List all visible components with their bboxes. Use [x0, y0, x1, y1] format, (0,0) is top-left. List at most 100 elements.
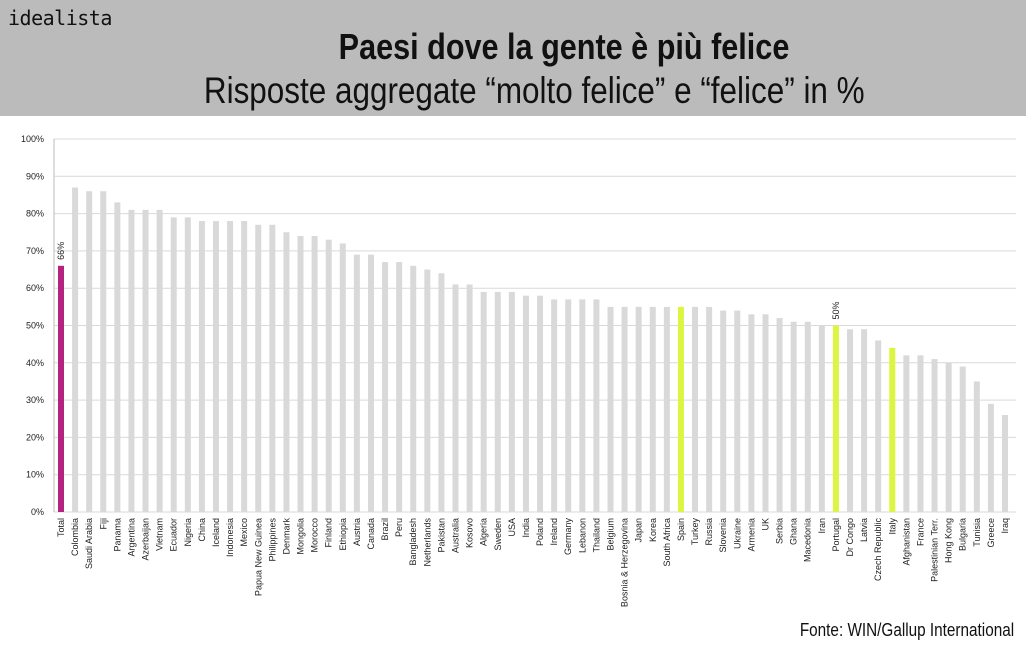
bar-nigeria — [184, 217, 191, 512]
x-tick-label: Dr Congo — [845, 518, 855, 557]
x-tick-label: France — [915, 518, 925, 546]
x-tick-label: India — [521, 518, 531, 538]
bar-south-africa — [663, 306, 670, 512]
bar-india — [522, 295, 529, 512]
x-tick-label: Bulgaria — [958, 518, 968, 551]
data-label: 50% — [831, 301, 841, 319]
x-tick-label: Colombia — [70, 518, 80, 556]
x-tick-label: Spain — [676, 518, 686, 541]
x-tick-label: Thailand — [591, 518, 601, 553]
bar-afghanistan — [903, 355, 910, 512]
bar-dr-congo — [847, 329, 854, 512]
bar-argentina — [128, 209, 135, 512]
x-tick-label: Fiji — [98, 518, 108, 530]
x-tick-label: Morocco — [310, 518, 320, 553]
idealista-logo: idealista — [8, 6, 112, 30]
y-tick-label: 80% — [26, 209, 44, 219]
bar-sweden — [494, 291, 501, 512]
x-tick-label: Canada — [366, 518, 376, 550]
bar-ukraine — [734, 310, 741, 512]
bar-turkey — [692, 306, 699, 512]
chart-title: Paesi dove la gente è più felice — [338, 26, 790, 67]
x-tick-label: Kosovo — [465, 518, 475, 548]
bar-slovenia — [720, 310, 727, 512]
bar-iceland — [212, 221, 219, 512]
x-tick-label: Panama — [112, 518, 122, 552]
x-tick-label: Brazil — [380, 518, 390, 541]
bar-panama — [114, 202, 121, 512]
bar-brazil — [382, 262, 389, 512]
bar-colombia — [72, 187, 79, 512]
x-tick-label: Tunisia — [972, 518, 982, 547]
x-tick-label: Finland — [324, 518, 334, 548]
x-tick-label: Ukraine — [732, 518, 742, 549]
bar-fiji — [100, 191, 107, 512]
x-tick-label: Palestinian Terr. — [930, 518, 940, 582]
bar-papua-new-guinea — [255, 224, 262, 512]
x-tick-label: Saudi Arabia — [84, 518, 94, 569]
bar-saudi-arabia — [86, 191, 93, 512]
bar-belgium — [607, 306, 614, 512]
x-tick-label: Ghana — [789, 518, 799, 545]
x-tick-label: Greece — [986, 518, 996, 548]
x-tick-label: Armenia — [746, 518, 756, 552]
x-tick-label: Mongolia — [296, 518, 306, 555]
bar-algeria — [480, 291, 487, 512]
x-tick-label: South Africa — [662, 518, 672, 567]
bar-azerbaijan — [142, 209, 149, 512]
x-tick-label: Papua New Guinea — [253, 518, 263, 596]
data-label: 66% — [56, 242, 66, 260]
x-tick-label: Germany — [563, 518, 573, 556]
bar-australia — [452, 284, 459, 512]
x-tick-label: Algeria — [479, 518, 489, 546]
bar-lebanon — [579, 299, 586, 512]
x-tick-label: Nigeria — [183, 518, 193, 547]
bar-ghana — [790, 321, 797, 512]
x-tick-label: Latvia — [859, 518, 869, 542]
x-tick-label: China — [197, 518, 207, 542]
x-tick-label: Belgium — [605, 518, 615, 551]
bar-mongolia — [297, 235, 304, 512]
x-tick-label: Serbia — [775, 518, 785, 544]
x-tick-label: Vietnam — [155, 518, 165, 551]
bar-poland — [537, 295, 544, 512]
bar-uk — [762, 314, 769, 512]
x-tick-label: Hong Kong — [944, 518, 954, 563]
x-tick-label: Ecuador — [169, 518, 179, 552]
x-tick-label: Total — [56, 518, 66, 537]
bar-macedonia — [804, 321, 811, 512]
x-tick-label: Indonesia — [225, 518, 235, 557]
y-tick-label: 90% — [26, 171, 44, 181]
y-tick-label: 40% — [26, 358, 44, 368]
bar-chart: 0% 10% 20% 30% 40% 50% 60% 70% 80% 90% 100% Total 66… — [21, 134, 1016, 607]
bar-pakistan — [438, 273, 445, 512]
bar-japan — [635, 306, 642, 512]
bar-iraq — [1002, 415, 1008, 512]
bar-finland — [325, 239, 332, 512]
x-tick-label: Turkey — [690, 518, 700, 546]
bar-ireland — [551, 299, 558, 512]
x-tick-label: Argentina — [126, 518, 136, 557]
bar-armenia — [748, 314, 755, 512]
bar-total — [58, 265, 64, 512]
y-tick-label: 0% — [31, 507, 44, 517]
x-tick-label: Lebanon — [577, 518, 587, 553]
header-banner: idealista Paesi dove la gente è più feli… — [0, 0, 1026, 116]
y-tick-label: 20% — [26, 432, 44, 442]
bar-bulgaria — [959, 366, 966, 512]
x-tick-label: Mexico — [239, 518, 249, 547]
bar-netherlands — [424, 269, 431, 512]
bar-peru — [396, 262, 403, 512]
x-tick-label: Italy — [887, 518, 897, 535]
y-tick-label: 60% — [26, 283, 44, 293]
bar-indonesia — [227, 221, 234, 512]
x-tick-label: Pakistan — [436, 518, 446, 553]
x-tick-label: Iran — [817, 518, 827, 534]
y-tick-label: 50% — [26, 321, 44, 331]
y-tick-label: 10% — [26, 470, 44, 480]
x-tick-label: Afghanistan — [901, 518, 911, 566]
y-tick-label: 30% — [26, 395, 44, 405]
bar-vietnam — [156, 209, 163, 512]
x-tick-label: Bangladesh — [408, 518, 418, 566]
x-tick-label: Iraq — [1000, 518, 1010, 534]
